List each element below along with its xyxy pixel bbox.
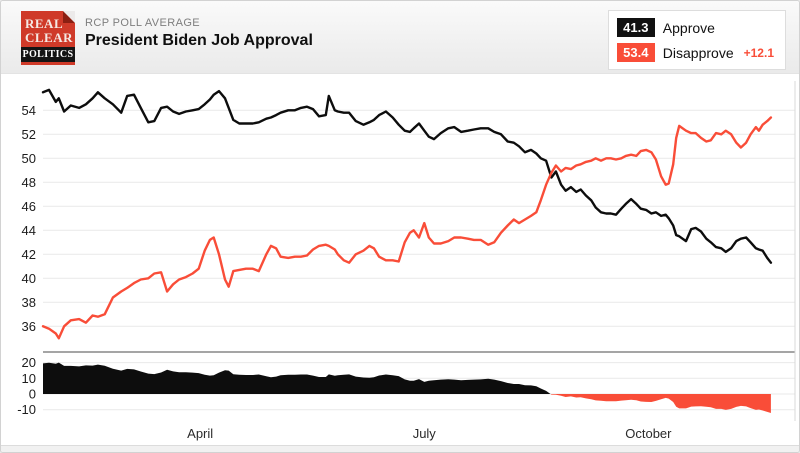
x-month-label: April xyxy=(187,426,213,441)
main-y-tick-label: 36 xyxy=(22,319,36,334)
page-title: President Biden Job Approval xyxy=(85,32,313,49)
x-month-label: July xyxy=(413,426,437,441)
spread-y-tick-label: 20 xyxy=(22,355,36,370)
main-y-tick-label: 40 xyxy=(22,271,36,286)
spread-area-negative xyxy=(43,394,771,413)
spread-area-positive xyxy=(43,362,771,394)
spread-y-tick-label: 0 xyxy=(29,387,36,402)
legend-box: 41.3 Approve 53.4 Disapprove +12.1 xyxy=(607,10,786,70)
disapprove-value-badge: 53.4 xyxy=(616,43,655,62)
legend-row-approve: 41.3 Approve xyxy=(616,18,774,37)
main-y-tick-label: 50 xyxy=(22,151,36,166)
disapprove-line xyxy=(41,116,773,340)
logo-text-politics: POLITICS xyxy=(21,47,75,62)
disapprove-label: Disapprove xyxy=(662,44,734,61)
widget-header: REAL CLEAR POLITICS RCP POLL AVERAGE Pre… xyxy=(1,1,799,74)
logo-text-clear: CLEAR xyxy=(25,30,74,45)
main-y-tick-label: 38 xyxy=(22,295,36,310)
main-y-tick-label: 42 xyxy=(22,247,36,262)
main-y-tick-label: 46 xyxy=(22,199,36,214)
approve-label: Approve xyxy=(662,19,715,36)
rcp-logo[interactable]: REAL CLEAR POLITICS xyxy=(21,11,75,65)
approve-value-badge: 41.3 xyxy=(616,18,655,37)
main-y-tick-label: 48 xyxy=(22,175,36,190)
spread-y-tick-label: -10 xyxy=(17,402,36,417)
widget-footer-edge xyxy=(1,445,799,452)
x-month-label: October xyxy=(625,426,672,441)
logo-corner-cut xyxy=(63,11,75,23)
spread-value: +12.1 xyxy=(743,45,774,60)
legend-row-disapprove: 53.4 Disapprove +12.1 xyxy=(616,43,774,62)
main-y-tick-label: 54 xyxy=(22,103,36,118)
chart-hover-area[interactable] xyxy=(43,81,795,421)
logo-text-real: REAL xyxy=(25,16,64,31)
approve-line xyxy=(41,88,773,264)
main-y-tick-label: 52 xyxy=(22,127,36,142)
poll-average-kicker: RCP POLL AVERAGE xyxy=(85,17,201,29)
main-y-tick-label: 44 xyxy=(22,223,36,238)
spread-y-tick-label: 10 xyxy=(22,371,36,386)
